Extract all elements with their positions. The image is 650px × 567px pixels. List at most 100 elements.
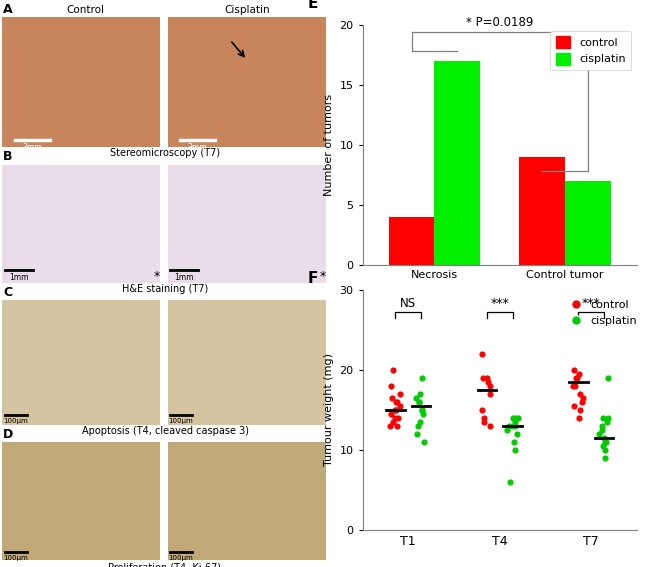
Point — [569, 366, 579, 375]
Point — [391, 405, 401, 414]
Point — [568, 382, 578, 391]
Point — [478, 374, 489, 383]
Text: NS: NS — [400, 297, 416, 310]
Point — [600, 454, 610, 463]
Text: Control: Control — [66, 5, 104, 15]
Point — [571, 374, 581, 383]
Bar — [565, 181, 611, 265]
Point — [603, 413, 614, 422]
Text: 1mm: 1mm — [9, 273, 29, 282]
Bar — [2, 442, 160, 560]
Point — [505, 477, 515, 486]
Text: 1mm: 1mm — [174, 273, 194, 282]
Point — [415, 390, 425, 399]
Bar — [434, 61, 480, 265]
Point — [578, 393, 588, 403]
Point — [395, 401, 405, 411]
Text: Apoptosis (T4, cleaved caspase 3): Apoptosis (T4, cleaved caspase 3) — [81, 426, 248, 436]
Point — [597, 425, 607, 434]
Point — [393, 413, 403, 422]
Point — [485, 421, 495, 430]
Point — [414, 397, 424, 407]
Text: 100μm: 100μm — [168, 418, 194, 424]
Text: Stereomicroscopy (T7): Stereomicroscopy (T7) — [110, 148, 220, 158]
Bar — [168, 165, 326, 283]
Bar — [519, 157, 565, 265]
Point — [510, 417, 520, 426]
Point — [484, 390, 495, 399]
Point — [568, 401, 578, 411]
Point — [387, 393, 397, 403]
Point — [385, 421, 395, 430]
Point — [510, 421, 520, 430]
Point — [483, 378, 493, 387]
Text: 100μm: 100μm — [4, 555, 29, 561]
Point — [598, 442, 608, 451]
Point — [572, 374, 582, 383]
Point — [575, 390, 585, 399]
Text: H&E staining (T7): H&E staining (T7) — [122, 284, 208, 294]
Point — [504, 421, 514, 430]
Bar — [168, 17, 326, 147]
Point — [597, 421, 607, 430]
Text: A: A — [3, 3, 12, 16]
Text: 100μm: 100μm — [4, 418, 29, 424]
Point — [598, 413, 608, 422]
Point — [478, 417, 489, 426]
Point — [599, 438, 610, 447]
Point — [482, 374, 492, 383]
Point — [388, 417, 398, 426]
Point — [575, 405, 586, 414]
Point — [601, 438, 611, 447]
Point — [413, 421, 424, 430]
Bar — [389, 217, 434, 265]
Point — [508, 438, 519, 447]
Text: * P=0.0189: * P=0.0189 — [466, 16, 534, 28]
Point — [574, 413, 584, 422]
Legend: control, cisplatin: control, cisplatin — [551, 31, 631, 70]
Point — [395, 390, 405, 399]
Text: C: C — [3, 286, 12, 299]
Point — [512, 429, 523, 438]
Text: ***: *** — [490, 297, 509, 310]
Text: ***: *** — [582, 297, 601, 310]
Point — [599, 433, 609, 442]
Text: B: B — [3, 150, 12, 163]
Point — [385, 382, 396, 391]
Point — [570, 382, 580, 391]
Point — [485, 382, 495, 391]
Point — [477, 405, 488, 414]
Y-axis label: Tumour weight (mg): Tumour weight (mg) — [324, 353, 334, 467]
Point — [417, 405, 427, 414]
Text: E: E — [307, 0, 318, 11]
Point — [478, 413, 489, 422]
Point — [389, 405, 400, 414]
Text: D: D — [3, 428, 13, 441]
Text: 100μm: 100μm — [168, 555, 194, 561]
Point — [594, 429, 604, 438]
Bar — [2, 300, 160, 425]
Point — [508, 421, 518, 430]
Text: 3mm: 3mm — [187, 143, 207, 152]
Point — [391, 397, 401, 407]
Point — [411, 393, 421, 403]
Point — [392, 421, 402, 430]
Point — [602, 417, 612, 426]
Point — [386, 409, 396, 418]
Point — [392, 397, 402, 407]
Point — [476, 349, 487, 358]
Point — [412, 429, 423, 438]
Point — [603, 374, 613, 383]
Bar — [168, 442, 326, 560]
Point — [511, 413, 521, 422]
Point — [390, 413, 400, 422]
Point — [573, 370, 584, 379]
Point — [413, 397, 424, 407]
Y-axis label: Number of tumors: Number of tumors — [324, 94, 334, 196]
Point — [415, 417, 426, 426]
Point — [417, 405, 427, 414]
Point — [502, 425, 512, 434]
Legend: control, cisplatin: control, cisplatin — [565, 301, 637, 326]
Point — [418, 409, 428, 418]
Text: *: * — [320, 270, 326, 283]
